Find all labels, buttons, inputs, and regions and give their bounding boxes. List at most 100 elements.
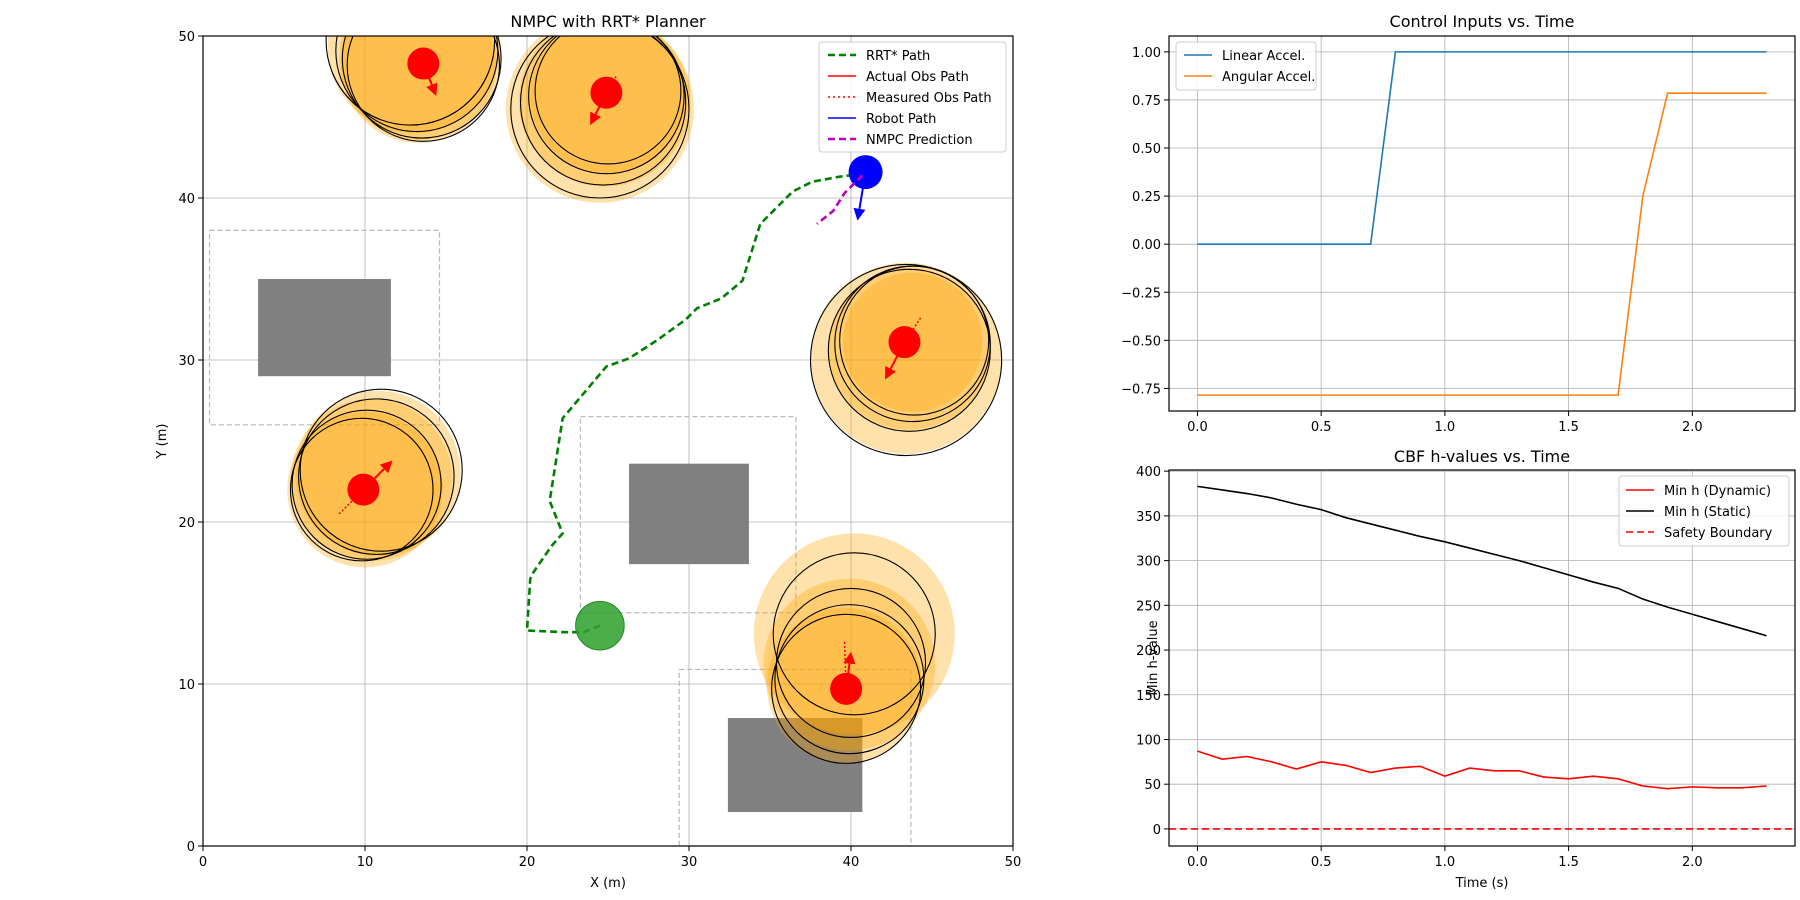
obstacle-halo — [753, 533, 955, 735]
cbf-ticks: 0.0 0.5 1.0 1.5 2.0 0 50 100 150 200 250 300 350 400 — [1136, 465, 1702, 870]
legend-label: NMPC Prediction — [866, 133, 973, 148]
map-ytick-label: 20 — [178, 516, 195, 531]
obstacle-ring — [299, 388, 463, 552]
obstacle-ring — [346, 36, 500, 142]
obstacle-ring — [341, 36, 502, 139]
xtick-label: 0.0 — [1187, 420, 1208, 435]
obstacle-halo — [810, 262, 1002, 454]
legend-label: Robot Path — [866, 112, 936, 127]
series-line — [1197, 92, 1767, 396]
dynamic-obstacle-rings — [289, 36, 1003, 764]
nmpc-prediction-line — [816, 174, 864, 225]
static-obstacle — [727, 718, 863, 812]
dynamic-obstacle-halos — [287, 36, 1002, 764]
map-ytick-label: 10 — [178, 678, 195, 693]
control-ticks: 0.0 0.5 1.0 1.5 2.0 −0.75 −0.50 −0.25 0.00 0.25 0.… — [1121, 46, 1703, 435]
robot-circle — [848, 155, 883, 190]
map-legend: RRT* Path Actual Obs Path Measured Obs Pat… — [818, 41, 1007, 153]
legend-label: Min h (Dynamic) — [1664, 484, 1771, 499]
map-xtick-label: 20 — [519, 855, 536, 870]
map-ticks: 0 10 20 30 40 50 0 10 20 30 40 50 — [178, 30, 1021, 870]
xtick-label: 1.0 — [1435, 420, 1456, 435]
rrt-path-line — [525, 172, 863, 634]
series-line — [1197, 750, 1767, 790]
static-obstacle — [258, 279, 391, 377]
dynamic-obstacle — [830, 672, 863, 705]
robot-heading-head — [853, 207, 866, 221]
obstacle-heading-head — [379, 460, 393, 474]
obstacle-ring — [510, 36, 690, 199]
obstacle-ring — [528, 36, 685, 175]
dynamic-obstacle — [407, 47, 440, 80]
map-ytick-label: 0 — [187, 840, 195, 855]
xtick-label: 0.5 — [1311, 420, 1332, 435]
map-panel: 0 10 20 30 40 50 0 10 20 30 40 50 NMPC with RRT* Pl… — [155, 12, 1021, 891]
ytick-label: −0.25 — [1121, 286, 1161, 301]
obstacle-halo — [518, 36, 691, 187]
ytick-label: 0.25 — [1132, 190, 1161, 205]
map-ytick-label: 30 — [178, 354, 195, 369]
control-lines — [1197, 51, 1767, 396]
goal-circle — [575, 600, 625, 651]
cbf-ylabel: Min h-value — [1146, 620, 1161, 695]
map-xtick-label: 40 — [843, 855, 860, 870]
map-ytick-label: 40 — [178, 192, 195, 207]
obstacle-halo — [505, 36, 694, 203]
ytick-label: 0.50 — [1132, 142, 1161, 157]
control-legend: Linear Accel. Angular Accel. — [1175, 41, 1317, 91]
map-xtick-label: 10 — [357, 855, 374, 870]
obstacle-heading-head — [885, 366, 896, 380]
obstacle-ring — [534, 36, 682, 165]
obstacle-halo — [340, 36, 497, 143]
map-ylabel: Y (m) — [155, 424, 170, 460]
xtick-label: 0.0 — [1187, 855, 1208, 870]
ytick-label: −0.50 — [1121, 334, 1161, 349]
cbf-title: CBF h-values vs. Time — [1394, 447, 1570, 466]
obstacle-halo — [339, 36, 502, 140]
rrt-path — [525, 172, 863, 634]
ytick-label: 150 — [1136, 689, 1161, 704]
ytick-label: 100 — [1136, 733, 1161, 748]
map-title: NMPC with RRT* Planner — [510, 12, 706, 31]
legend-label: Min h (Static) — [1664, 505, 1751, 520]
legend-label: Actual Obs Path — [866, 70, 969, 85]
xtick-label: 0.5 — [1311, 855, 1332, 870]
legend-label: Linear Accel. — [1222, 49, 1305, 64]
ytick-label: 400 — [1136, 465, 1161, 480]
ytick-label: 300 — [1136, 555, 1161, 570]
ytick-label: 0.00 — [1132, 238, 1161, 253]
obstacle-ring — [519, 36, 687, 186]
legend-label: RRT* Path — [866, 49, 930, 64]
cbf-panel: 0.0 0.5 1.0 1.5 2.0050100150200250300350400 … — [1136, 447, 1796, 891]
ytick-label: 50 — [1144, 778, 1161, 793]
cbf-legend: Min h (Dynamic) Min h (Static) Safety Boun… — [1618, 475, 1790, 547]
ytick-label: 0.75 — [1132, 94, 1161, 109]
obstacle-ring — [291, 409, 442, 560]
xtick-label: 1.5 — [1558, 420, 1579, 435]
xtick-label: 1.5 — [1558, 855, 1579, 870]
obstacle-ring — [774, 604, 925, 755]
control-grid — [1169, 36, 1795, 411]
dynamic-obstacle — [590, 76, 623, 109]
nmpc-prediction — [816, 174, 864, 225]
xtick-label: 2.0 — [1682, 855, 1703, 870]
series-line — [1197, 51, 1767, 245]
dynamic-obstacle — [888, 326, 921, 359]
xtick-label: 1.0 — [1435, 855, 1456, 870]
obstacle-ring — [289, 417, 434, 562]
obstacle-ring — [839, 265, 990, 416]
control-panel: 0.0 0.5 1.0 1.5 2.0 −0.75 −0.50 −0.25 0.00 0.25 0.… — [1121, 12, 1796, 435]
ytick-label: −0.75 — [1121, 382, 1161, 397]
dynamic-obstacle — [347, 473, 380, 506]
goal-marker — [575, 600, 625, 651]
cbf-lines — [1169, 485, 1795, 830]
cbf-xlabel: Time (s) — [1455, 876, 1509, 891]
robot — [848, 155, 883, 221]
legend-label: Safety Boundary — [1664, 526, 1773, 541]
ytick-label: 0 — [1153, 823, 1161, 838]
ytick-label: 200 — [1136, 644, 1161, 659]
map-xtick-label: 0 — [199, 855, 207, 870]
map-xtick-label: 30 — [681, 855, 698, 870]
ytick-label: 1.00 — [1132, 46, 1161, 61]
